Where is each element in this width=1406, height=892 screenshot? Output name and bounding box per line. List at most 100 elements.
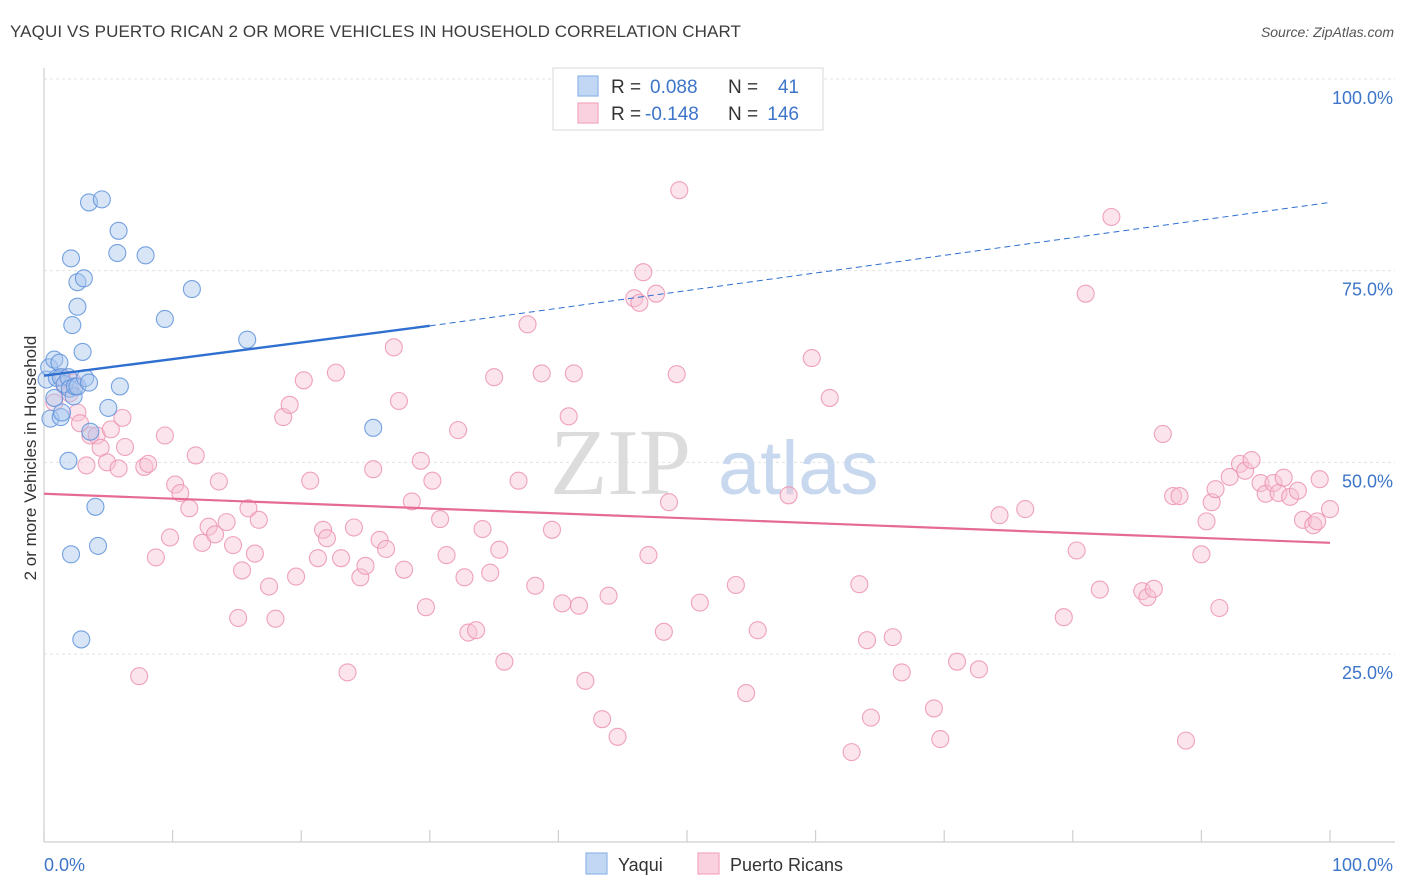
point-puerto-ricans: [326, 363, 345, 382]
point-puerto-ricans: [1090, 580, 1109, 599]
point-puerto-ricans: [199, 517, 218, 536]
point-puerto-ricans: [101, 420, 120, 439]
point-yaqui: [50, 353, 69, 372]
legend-r-label-puerto-ricans: R =: [611, 104, 641, 125]
point-puerto-ricans: [81, 426, 100, 445]
point-puerto-ricans: [842, 743, 861, 762]
bottom-legend: Yaqui Puerto Ricans: [585, 852, 843, 875]
point-puerto-ricans: [861, 708, 880, 727]
point-puerto-ricans: [402, 492, 421, 511]
y-axis-title: 2 or more Vehicles in Household: [21, 336, 40, 581]
point-yaqui: [109, 221, 128, 240]
point-puerto-ricans: [737, 684, 756, 703]
y-tick-label: 50.0%: [1342, 471, 1393, 491]
point-puerto-ricans: [924, 699, 943, 718]
point-yaqui: [110, 377, 129, 396]
point-puerto-ricans: [1288, 481, 1307, 500]
legend-n-value-puerto-ricans: 146: [767, 104, 799, 125]
point-puerto-ricans: [317, 529, 336, 548]
point-puerto-ricans: [1264, 473, 1283, 493]
point-puerto-ricans: [1076, 284, 1095, 303]
trend-line-puerto-ricans: [43, 492, 1331, 544]
watermark-zip: ZIP: [550, 411, 691, 515]
point-puerto-ricans: [449, 421, 468, 440]
point-puerto-ricans: [509, 471, 528, 490]
point-puerto-ricans: [892, 663, 911, 682]
point-puerto-ricans: [1210, 598, 1229, 618]
point-puerto-ricans: [857, 631, 877, 650]
point-puerto-ricans: [232, 561, 252, 580]
point-puerto-ricans: [395, 560, 414, 579]
point-puerto-ricans: [1197, 512, 1216, 531]
point-puerto-ricans: [229, 608, 248, 628]
point-yaqui: [182, 280, 201, 299]
point-puerto-ricans: [659, 493, 679, 512]
watermark-atlas: atlas: [718, 426, 879, 511]
point-puerto-ricans: [113, 408, 132, 427]
point-puerto-ricans: [630, 293, 649, 312]
point-puerto-ricans: [473, 519, 492, 539]
point-puerto-ricans: [1170, 487, 1189, 506]
point-puerto-ricans: [779, 486, 798, 505]
point-puerto-ricans: [670, 181, 689, 200]
point-puerto-ricans: [193, 533, 212, 552]
point-puerto-ricans: [1016, 500, 1035, 519]
point-yaqui: [136, 246, 155, 265]
point-puerto-ricans: [280, 395, 299, 414]
legend-n-value-yaqui: 41: [778, 77, 799, 98]
legend-n-label-puerto-ricans: N =: [728, 104, 758, 125]
axes: [43, 68, 1395, 843]
point-puerto-ricans: [338, 663, 357, 682]
legend-r-label-yaqui: R =: [611, 77, 641, 98]
point-puerto-ricans: [205, 525, 225, 544]
point-puerto-ricans: [647, 284, 666, 303]
point-yaqui: [155, 309, 174, 329]
point-puerto-ricans: [576, 671, 595, 690]
point-puerto-ricans: [1308, 512, 1327, 531]
point-puerto-ricans: [455, 568, 474, 587]
point-yaqui: [88, 536, 108, 555]
bottom-legend-label-yaqui: Yaqui: [618, 855, 663, 875]
point-puerto-ricans: [411, 451, 430, 470]
source-label: Source: ZipAtlas.com: [1260, 24, 1394, 40]
point-yaqui: [45, 388, 64, 407]
point-puerto-ricans: [423, 471, 442, 490]
trend-line-yaqui-extension: [429, 201, 1331, 327]
point-puerto-ricans: [332, 549, 351, 568]
bottom-legend-swatch-yaqui: [585, 852, 608, 875]
point-puerto-ricans: [186, 446, 205, 465]
point-puerto-ricans: [820, 388, 839, 407]
point-yaqui: [52, 403, 72, 422]
point-yaqui: [61, 545, 81, 564]
legend-swatch-puerto-ricans: [577, 102, 599, 124]
point-puerto-ricans: [1320, 500, 1340, 519]
point-yaqui: [238, 330, 257, 349]
point-puerto-ricans: [559, 407, 578, 426]
point-puerto-ricans: [1251, 473, 1270, 493]
point-puerto-ricans: [542, 520, 562, 539]
point-puerto-ricans: [608, 727, 627, 746]
point-puerto-ricans: [883, 628, 902, 647]
point-puerto-ricans: [1153, 424, 1172, 444]
chart-title: YAQUI VS PUERTO RICAN 2 OR MORE VEHICLES…: [10, 22, 741, 41]
point-puerto-ricans: [1242, 450, 1261, 470]
point-puerto-ricans: [532, 364, 551, 383]
point-puerto-ricans: [266, 609, 285, 628]
point-puerto-ricans: [569, 596, 589, 615]
point-puerto-ricans: [1293, 510, 1313, 529]
point-puerto-ricans: [384, 338, 403, 357]
point-puerto-ricans: [690, 593, 709, 612]
point-puerto-ricans: [726, 575, 745, 595]
point-yaqui: [72, 630, 91, 649]
point-puerto-ricans: [748, 621, 767, 640]
y-tick-label: 100.0%: [1332, 88, 1393, 108]
point-puerto-ricans: [180, 499, 199, 518]
point-puerto-ricans: [931, 730, 950, 749]
point-puerto-ricans: [1054, 608, 1073, 627]
point-puerto-ricans: [314, 520, 333, 539]
point-puerto-ricans: [634, 263, 653, 282]
point-puerto-ricans: [969, 660, 988, 679]
point-puerto-ricans: [115, 437, 135, 457]
point-puerto-ricans: [1220, 467, 1239, 486]
